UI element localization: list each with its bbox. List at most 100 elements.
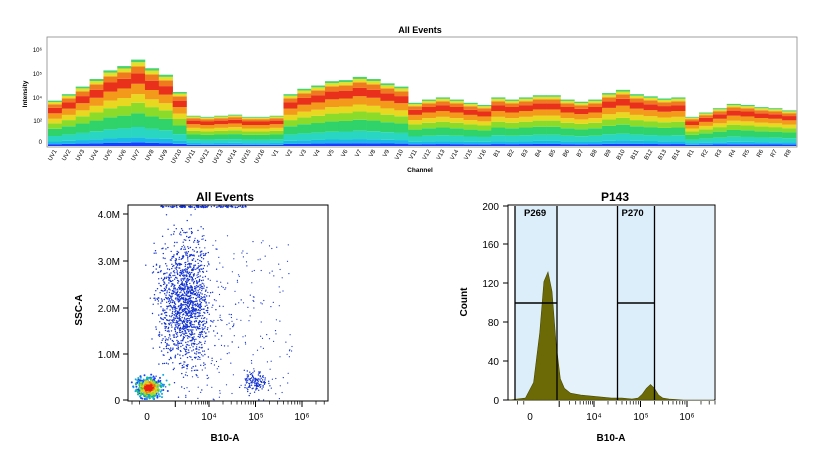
event-dot [176,288,179,290]
channel-label-uv5: UV5 [103,148,114,162]
event-dot [193,283,195,285]
event-dot [186,318,188,320]
event-dot [172,300,174,302]
event-dot [167,363,169,365]
spectrum-band [214,130,229,135]
spectrum-band [172,125,187,135]
spectrum-column-b12 [643,96,658,146]
spectrum-column-uv7 [131,59,146,146]
spectrum-band [449,122,464,129]
event-dot [291,350,293,352]
spectrum-band [546,109,561,116]
spectrum-band [325,143,340,146]
event-dot [179,205,182,207]
event-dot [185,349,187,351]
spectrum-band [699,138,714,143]
spectrum-band [574,101,589,104]
event-dot [161,323,163,325]
event-dot [187,260,189,262]
event-dot [192,258,195,260]
event-dot [192,346,194,348]
event-dot [195,348,197,350]
event-dot [164,325,166,328]
spectrum-band [131,66,146,74]
channel-label-b13: B13 [658,148,669,161]
event-dot [182,301,185,303]
event-dot [213,299,216,301]
event-dot [168,278,170,280]
spectrum-band [477,130,492,137]
event-dot [184,274,186,277]
event-dot [199,324,201,326]
spectrum-band [435,116,450,122]
event-dot [182,274,184,277]
spectrum-column-v10 [394,86,409,146]
event-dot [191,206,194,208]
event-dot [202,253,204,255]
channel-label-r3: R3 [714,148,723,158]
spectrum-band [671,144,686,146]
event-dot [159,346,161,348]
spectrum-band [131,94,146,103]
event-dot [163,322,166,324]
event-dot [195,308,198,311]
event-dot [211,320,213,322]
spectrum-band [241,144,257,146]
spectrum-band [768,127,783,132]
event-dot [197,281,199,283]
event-dot [251,270,253,272]
event-dot [187,292,189,294]
spectrum-band [546,103,561,110]
event-dot [164,317,167,319]
event-dot [153,252,155,254]
spectrum-column-b9 [602,93,617,146]
spectrum-band [408,124,423,130]
spectrum-column-r1 [685,116,700,146]
spectrum-band [532,109,547,116]
event-dot [169,338,172,340]
spectrum-band [491,101,506,106]
event-dot [194,208,196,210]
dotplot-xtick-0: 0 [144,412,150,423]
dotplot-x-ticks: 0 10⁴ 10⁵ 10⁶ [144,412,309,423]
event-dot [154,299,156,301]
spectrum-band [740,121,755,126]
event-dot [187,280,190,282]
event-dot [188,308,191,310]
event-dot [162,252,164,255]
spectrum-band [643,144,658,146]
event-dot [176,277,178,279]
event-dot [178,300,180,302]
event-dot [185,335,187,337]
spectrum-band [643,121,658,128]
channel-label-b4: B4 [535,148,544,158]
spectrum-band [685,134,700,140]
spectrum-band [602,107,617,115]
spectrum-band [712,127,728,132]
event-dot [185,304,188,306]
event-dot [168,282,170,284]
event-dot [181,321,183,323]
event-dot [186,288,189,290]
event-dot [226,235,229,237]
event-dot [181,257,184,259]
event-dot [250,377,253,379]
event-dot [204,294,206,296]
event-dot [213,399,215,401]
event-dot [250,384,253,386]
event-dot [245,380,247,382]
event-dot [197,262,199,265]
spectrum-band [491,111,506,117]
event-dot [189,236,191,238]
event-dot [272,301,274,303]
event-dot [261,337,264,339]
spectrum-band [352,82,367,88]
event-dot [166,344,168,346]
event-dot [148,381,151,384]
event-dot [165,287,168,289]
event-dot [203,362,205,364]
spectrum-band [518,105,534,112]
event-dot [165,263,167,265]
event-dot [172,347,174,349]
